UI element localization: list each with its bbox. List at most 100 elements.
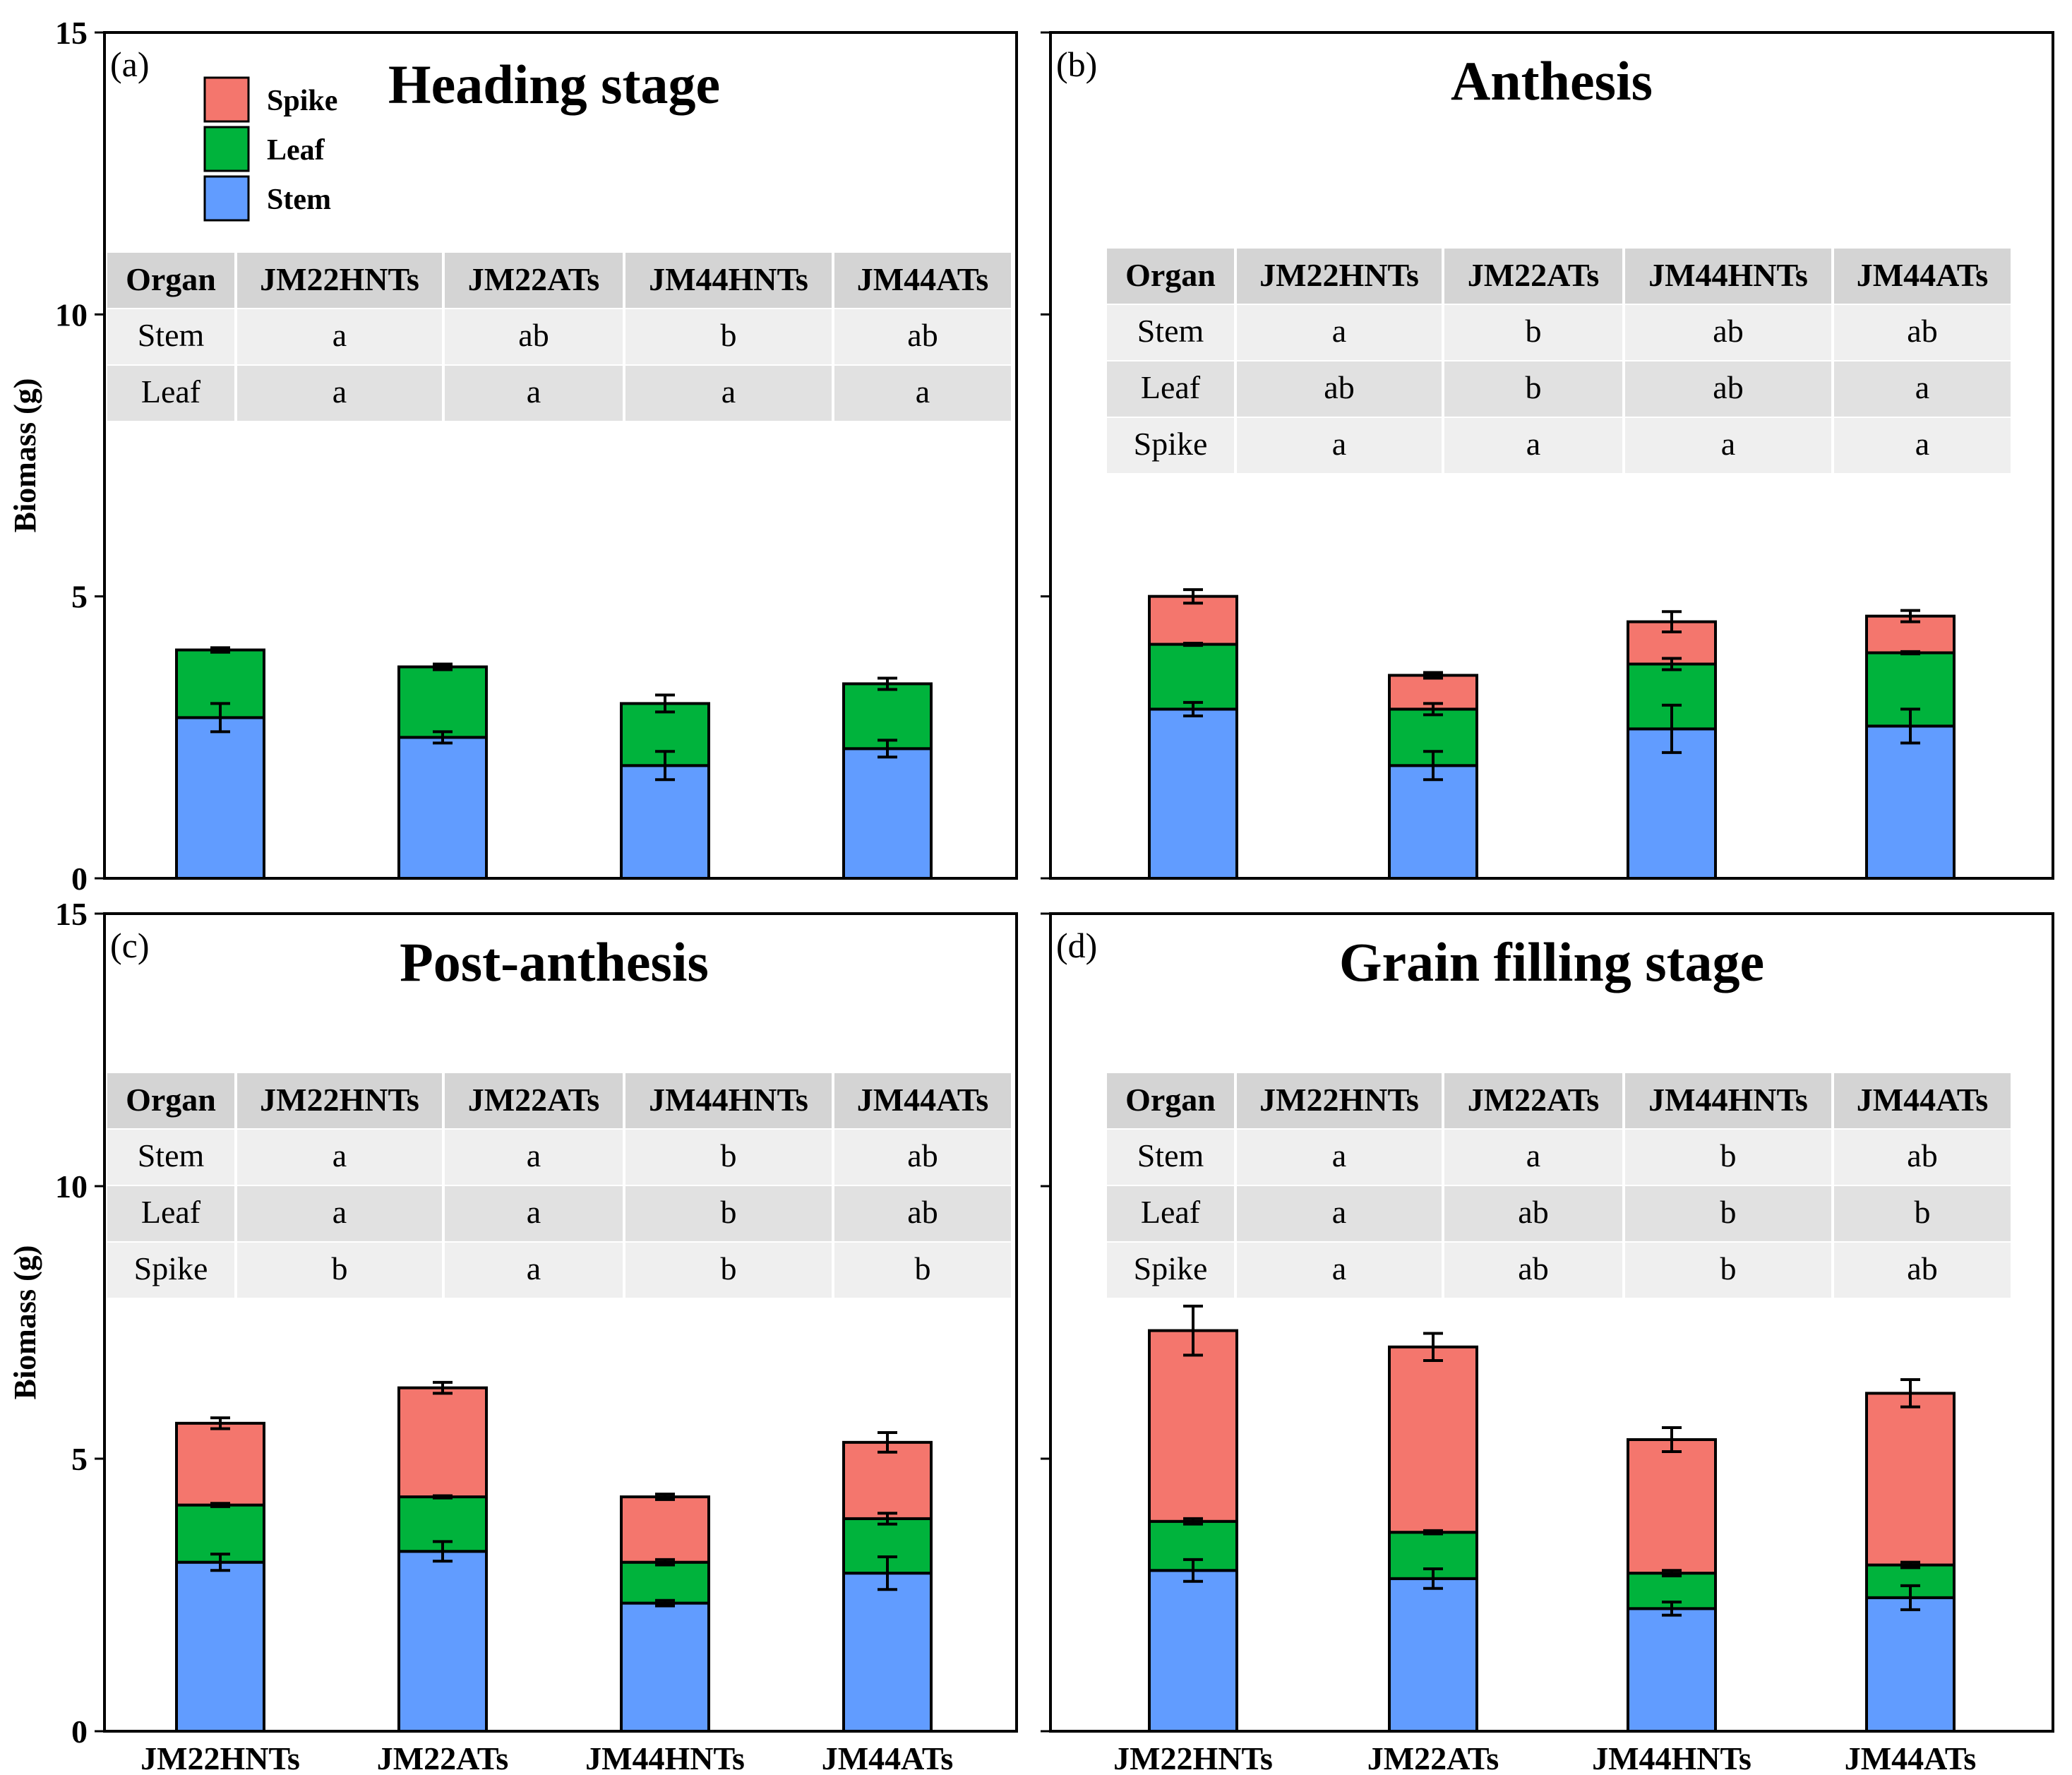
y-tick-label: 5 [71, 579, 88, 615]
table-letter: b [1526, 313, 1542, 349]
panel-title: Post-anthesis [400, 931, 709, 993]
y-tick-label: 0 [71, 861, 88, 897]
table-letter: a [1332, 1194, 1346, 1230]
table-header-text: JM44HNTs [649, 261, 808, 297]
table-cell [1237, 361, 1442, 417]
legend-swatch-leaf [203, 126, 250, 172]
legend: Spike Leaf Stem [203, 76, 337, 222]
legend-label: Stem [267, 184, 331, 216]
panel-label: (c) [110, 926, 150, 965]
panel-title: Heading stage [388, 54, 720, 115]
table-cell [1834, 1186, 2011, 1241]
table-cell [1444, 1130, 1622, 1185]
table-cell [625, 366, 832, 421]
x-tick-label: JM44HNTs [1592, 1740, 1751, 1775]
table-cell [1625, 361, 1831, 417]
table-letter: ab [1518, 1250, 1548, 1286]
table-header-text: JM44HNTs [649, 1082, 808, 1118]
table-letter: a [1526, 1137, 1540, 1173]
table-letter: b [1526, 369, 1542, 405]
table-letter: a [1915, 369, 1929, 405]
table-cell [1444, 1243, 1622, 1298]
table-cell [625, 1130, 832, 1185]
table-header-cell [1834, 1073, 2011, 1128]
significance-table: Organ JM22HNTs JM22ATs JM44HNTs JM44ATs Stem a… [107, 253, 1011, 421]
table-letter: a [527, 373, 541, 410]
table-cell [1237, 305, 1442, 360]
panel-frame [1049, 31, 2054, 880]
table-cell [1107, 305, 1234, 360]
y-axis-label: Biomass (g) [8, 1245, 42, 1400]
table-cell [1237, 1243, 1442, 1298]
table-letter: a [1526, 426, 1540, 462]
bar-stem [1148, 1569, 1238, 1733]
table-header-text: JM44HNTs [1648, 1082, 1808, 1118]
legend-swatch-stem [203, 175, 250, 222]
table-header-text: JM44ATs [1857, 1082, 1989, 1118]
table-header-cell [1107, 249, 1234, 304]
table-cell [445, 1130, 623, 1185]
table-header-cell [107, 253, 234, 308]
y-axis-label: Biomass (g) [8, 378, 42, 533]
table-cell [1834, 1130, 2011, 1185]
table-letter: a [333, 373, 347, 410]
table-header-text: JM22ATs [468, 261, 600, 297]
table-letter: ab [1713, 369, 1743, 405]
table-letter: a [721, 373, 736, 410]
significance-table: Organ JM22HNTs JM22ATs JM44HNTs JM44ATs Stem a… [1107, 1073, 2011, 1298]
bar-stem [842, 747, 933, 880]
bar-stem [1865, 724, 1956, 880]
table-header-text: Organ [1125, 257, 1216, 293]
x-tick-label: JM44HNTs [585, 1740, 745, 1775]
table-cell [834, 1243, 1011, 1298]
table-letter: b [721, 317, 737, 353]
table-letter: a [1332, 1137, 1346, 1173]
significance-table: Organ JM22HNTs JM22ATs JM44HNTs JM44ATs Stem a… [1107, 249, 2011, 473]
legend-swatch-spike [203, 76, 250, 123]
table-cell [1107, 1243, 1234, 1298]
table-header-text: JM22HNTs [260, 1082, 419, 1118]
table-header-text: JM22ATs [468, 1082, 600, 1118]
bar-stem [1388, 1577, 1478, 1733]
table-cell [1237, 1130, 1442, 1185]
table-letter: a [527, 1194, 541, 1230]
table-header-cell [445, 253, 623, 308]
bar-spike [1627, 1438, 1717, 1575]
table-cell [1444, 305, 1622, 360]
table-letter: a [333, 1194, 347, 1230]
y-tick-label: 5 [71, 1441, 88, 1477]
panel-frame [1049, 912, 2054, 1733]
table-header-cell [625, 1073, 832, 1128]
table-header-cell [1237, 1073, 1442, 1128]
table-cell [1834, 361, 2011, 417]
bar-stem [1627, 1607, 1717, 1733]
table-letter: ab [907, 1137, 938, 1173]
table-cell [1625, 305, 1831, 360]
bar-leaf [397, 665, 488, 739]
table-organ-label: Stem [1137, 313, 1204, 349]
bar-stem [1148, 707, 1238, 880]
table-letter: b [332, 1250, 348, 1286]
x-tick-label: JM22HNTs [1113, 1740, 1273, 1775]
table-letter: b [721, 1194, 737, 1230]
table-cell [625, 1243, 832, 1298]
table-header-cell [107, 1073, 234, 1128]
y-tick-label: 10 [55, 1169, 88, 1205]
bar-stem [1865, 1596, 1956, 1733]
table-cell [445, 366, 623, 421]
table-organ-label: Stem [138, 317, 205, 353]
table-header-text: JM22ATs [1468, 257, 1600, 293]
table-header-cell [1107, 1073, 1234, 1128]
table-header-cell [1625, 249, 1831, 304]
table-letter: ab [518, 317, 549, 353]
table-cell [1625, 418, 1831, 473]
x-tick-label: JM44ATs [822, 1740, 954, 1775]
table-cell [1625, 1186, 1831, 1241]
bar-stem [842, 1572, 933, 1733]
table-cell [1107, 1130, 1234, 1185]
table-organ-label: Leaf [141, 1194, 201, 1230]
table-cell [1834, 305, 2011, 360]
table-header-cell [1444, 249, 1622, 304]
x-tick-label: JM44ATs [1845, 1740, 1977, 1775]
bar-spike [397, 1386, 488, 1499]
